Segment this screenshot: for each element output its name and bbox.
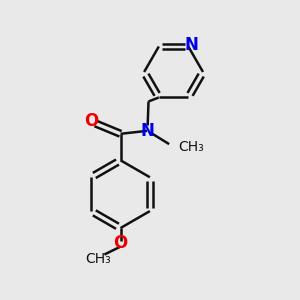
Text: CH₃: CH₃ — [85, 252, 111, 266]
Text: N: N — [140, 122, 154, 140]
Text: CH₃: CH₃ — [178, 140, 204, 154]
Text: O: O — [84, 112, 98, 130]
Text: N: N — [185, 36, 199, 54]
Text: O: O — [113, 234, 128, 252]
